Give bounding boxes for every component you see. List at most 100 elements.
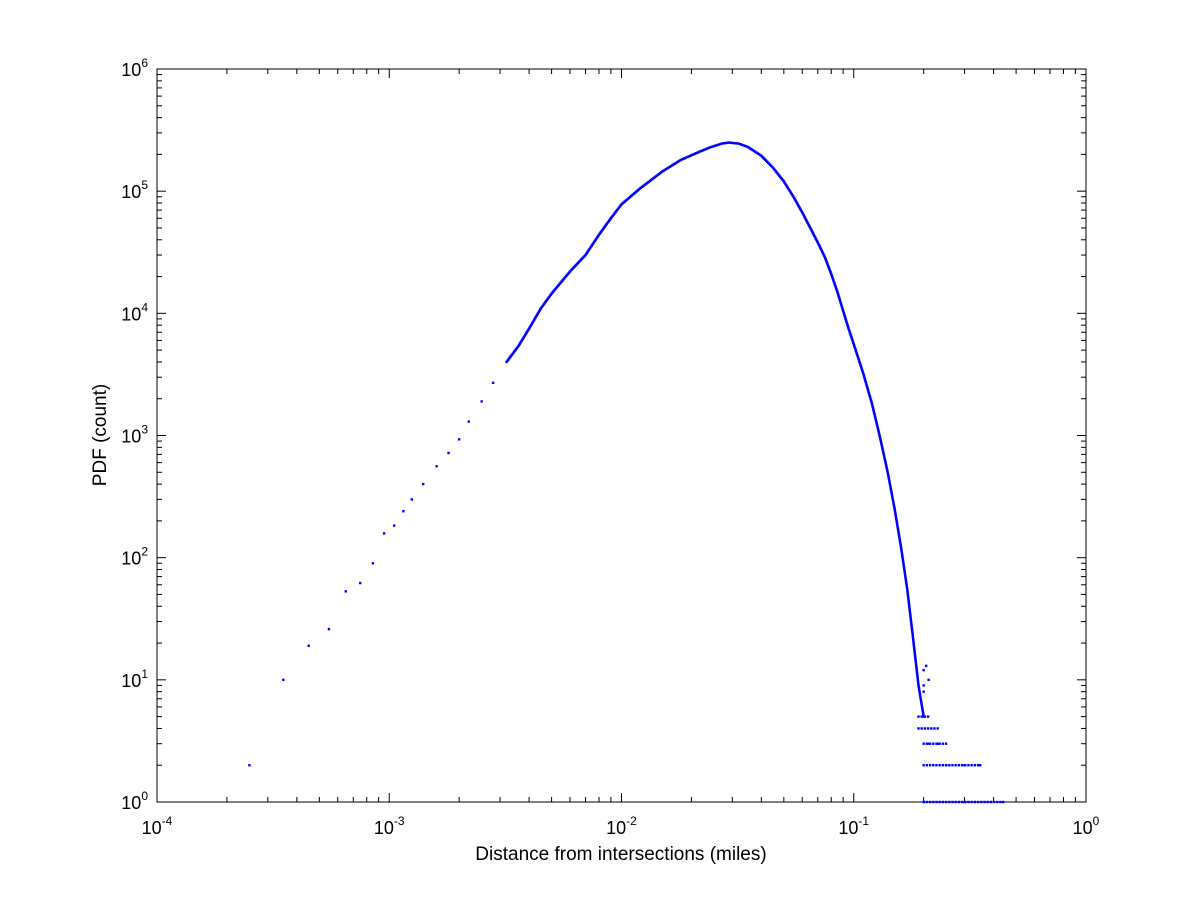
data-point — [907, 602, 911, 605]
data-point — [754, 150, 757, 153]
data-point — [899, 545, 903, 548]
data-point — [896, 525, 899, 529]
data-point — [693, 152, 697, 155]
data-point — [860, 367, 863, 370]
data-point — [883, 459, 887, 463]
data-point — [874, 417, 877, 420]
data-point — [739, 142, 742, 146]
data-point — [817, 243, 821, 247]
data-point — [1001, 800, 1005, 804]
data-point — [893, 509, 897, 512]
data-point — [808, 225, 811, 228]
data-point — [879, 441, 883, 444]
data-point — [871, 405, 875, 409]
data-point — [925, 800, 929, 804]
y-axis-label: PDF (count) — [90, 384, 111, 486]
data-point — [951, 800, 954, 804]
data-point — [911, 638, 915, 641]
data-point — [889, 485, 892, 488]
data-point — [827, 264, 830, 268]
data-point — [544, 300, 547, 304]
data-point — [918, 692, 922, 696]
data-point — [915, 667, 918, 670]
data-point — [784, 182, 787, 186]
data-point — [894, 516, 898, 519]
data-point — [907, 596, 910, 600]
data-point — [904, 575, 907, 578]
data-point — [674, 161, 678, 165]
data-point — [679, 158, 682, 162]
data-point — [839, 300, 842, 303]
data-point — [927, 678, 930, 682]
data-point — [747, 146, 751, 149]
data-point — [908, 605, 911, 608]
data-point — [881, 449, 885, 453]
data-point — [839, 302, 843, 306]
data-point — [525, 331, 529, 334]
data-point — [843, 313, 846, 317]
data-point — [908, 611, 912, 614]
data-point — [666, 167, 669, 170]
data-point — [846, 323, 849, 326]
data-point — [856, 355, 859, 358]
data-point — [847, 328, 851, 332]
data-point — [911, 635, 915, 638]
data-point — [831, 276, 834, 280]
data-point — [902, 566, 906, 570]
data-point — [897, 532, 901, 536]
data-point — [898, 538, 901, 541]
data-point — [608, 218, 612, 221]
data-point — [913, 654, 917, 658]
data-point — [863, 378, 867, 381]
data-point — [826, 262, 829, 265]
data-point — [519, 341, 522, 344]
data-point — [921, 709, 924, 713]
data-point — [915, 671, 919, 675]
data-point — [534, 315, 537, 319]
data-point — [910, 625, 913, 628]
data-point — [883, 456, 886, 460]
data-point — [919, 699, 923, 703]
data-point — [906, 592, 909, 595]
data-point — [921, 711, 925, 714]
data-point — [897, 530, 900, 533]
data-point — [886, 471, 889, 474]
data-point — [978, 764, 982, 767]
data-point — [825, 259, 828, 262]
data-point — [889, 489, 893, 492]
data-point — [913, 650, 916, 654]
data-point — [830, 274, 833, 277]
data-point — [967, 764, 970, 767]
data-point — [491, 381, 495, 385]
data-point — [810, 229, 813, 232]
data-point — [917, 727, 920, 730]
data-point — [543, 302, 546, 305]
data-point — [798, 205, 801, 209]
data-point — [813, 234, 816, 238]
data-point — [899, 542, 902, 546]
data-point — [862, 375, 866, 378]
data-point — [894, 514, 898, 518]
data-point — [855, 350, 858, 354]
data-point — [531, 321, 534, 324]
data-point — [787, 187, 790, 191]
data-point — [890, 492, 893, 495]
data-point — [921, 706, 924, 710]
data-point — [935, 800, 938, 804]
data-point — [869, 398, 873, 402]
data-point — [867, 392, 871, 395]
data-point — [783, 181, 786, 184]
data-point — [989, 800, 993, 804]
data-point — [873, 414, 877, 417]
data-point — [743, 144, 747, 148]
data-point — [875, 424, 879, 427]
data-point — [916, 673, 919, 676]
data-point — [917, 688, 921, 691]
data-point — [883, 455, 886, 458]
data-point — [903, 569, 906, 573]
data-point — [902, 561, 905, 564]
data-point — [539, 307, 543, 310]
data-point — [713, 144, 716, 148]
data-point — [854, 348, 857, 351]
data-point — [896, 523, 899, 526]
